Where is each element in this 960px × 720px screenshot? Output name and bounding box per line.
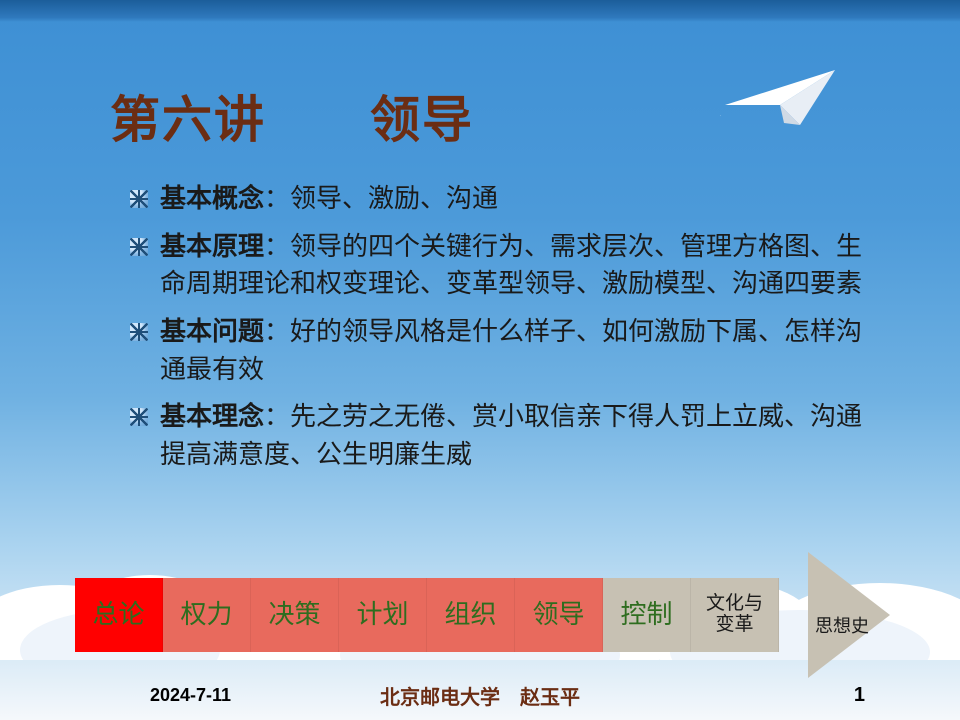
bullet-icon xyxy=(130,190,148,208)
arrow-segment: 决策 xyxy=(251,578,339,652)
arrow-segment: 计划 xyxy=(339,578,427,652)
bullet-icon xyxy=(130,408,148,426)
bullet-item: 基本理念：先之劳之无倦、赏小取信亲下得人罚上立威、沟通提高满意度、公生明廉生威 xyxy=(130,398,880,473)
footer-page-number: 1 xyxy=(854,684,865,707)
arrow-head-label: 思想史 xyxy=(815,612,869,638)
footer: 2024-7-11 北京邮电大学 赵玉平 1 xyxy=(0,680,960,710)
bullet-item: 基本原理：领导的四个关键行为、需求层次、管理方格图、生命周期理论和权变理论、变革… xyxy=(130,228,880,303)
bullet-item: 基本问题：好的领导风格是什么样子、如何激励下属、怎样沟通最有效 xyxy=(130,313,880,388)
slide: 第六讲 领导 基本概念：领导、激励、沟通 基本原理：领导的四个关键行为、需求层次… xyxy=(0,0,960,720)
bullet-icon xyxy=(130,323,148,341)
arrow-segment: 控制 xyxy=(603,578,691,652)
process-arrow-bar: 总论权力决策计划组织领导控制文化与 变革 xyxy=(75,570,925,660)
bullet-text: 基本概念：领导、激励、沟通 xyxy=(160,180,880,218)
bullet-list: 基本概念：领导、激励、沟通 基本原理：领导的四个关键行为、需求层次、管理方格图、… xyxy=(130,180,880,484)
bullet-icon xyxy=(130,238,148,256)
slide-title: 第六讲 领导 xyxy=(110,80,474,152)
bullet-text: 基本原理：领导的四个关键行为、需求层次、管理方格图、生命周期理论和权变理论、变革… xyxy=(160,228,880,303)
top-edge-gradient xyxy=(0,0,960,22)
arrow-segment: 领导 xyxy=(515,578,603,652)
bullet-text: 基本理念：先之劳之无倦、赏小取信亲下得人罚上立威、沟通提高满意度、公生明廉生威 xyxy=(160,398,880,473)
footer-center: 北京邮电大学 赵玉平 xyxy=(0,681,960,710)
paper-plane-icon xyxy=(720,65,840,135)
arrow-segment: 文化与 变革 xyxy=(691,578,779,652)
bullet-text: 基本问题：好的领导风格是什么样子、如何激励下属、怎样沟通最有效 xyxy=(160,313,880,388)
arrow-segment: 权力 xyxy=(163,578,251,652)
arrow-segment: 组织 xyxy=(427,578,515,652)
bullet-item: 基本概念：领导、激励、沟通 xyxy=(130,180,880,218)
arrow-segment: 总论 xyxy=(75,578,163,652)
